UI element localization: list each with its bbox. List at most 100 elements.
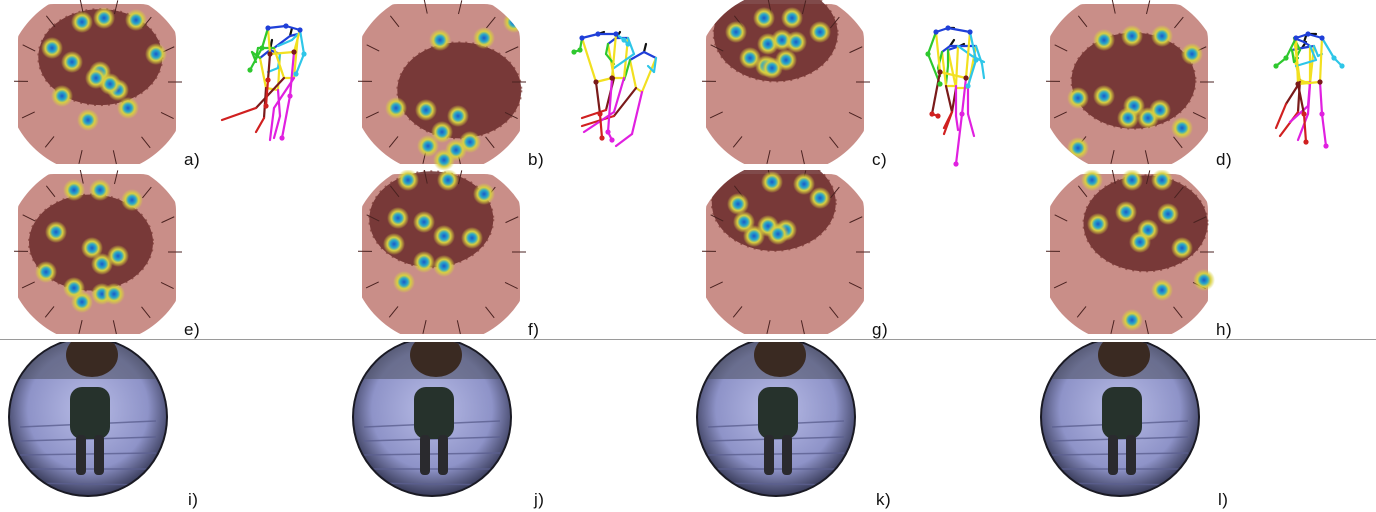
joint-heat-spot [1151,279,1173,301]
joint-heat-spot [503,11,525,33]
joint-heat-spot [51,85,73,107]
skeleton-bone [1294,58,1318,68]
skeleton-bone [288,26,294,38]
skeleton-joint [301,51,307,57]
joint-heat-spot [125,9,147,31]
skeleton-bone [580,32,600,40]
skeleton-bone [248,46,264,72]
panel-k: k) [688,25,1032,512]
skeleton-joint [1303,139,1309,145]
skeleton-bone [1284,36,1298,60]
panel-label: g) [872,320,889,339]
panel-b: b) [344,0,688,170]
joint-heat-spot [727,193,749,215]
joint-heat-spot [387,207,409,229]
skeleton-joint [1283,55,1289,61]
skeleton-bone [630,90,644,136]
skeleton-bone [980,62,986,80]
skeleton-bone [612,76,626,114]
skeleton-joint [599,135,605,141]
skeleton-bone [598,112,604,140]
joint-heat-spot [1171,117,1193,139]
joint-heat-spot [1171,237,1193,259]
skeleton-bone [594,80,602,116]
panel-l: l) [1032,31,1376,512]
heatmap-view [13,170,182,335]
skeleton-bone [220,106,258,122]
joint-heat-spot [107,245,129,267]
joint-heat-spot [743,225,765,247]
joint-heat-spot [767,223,789,245]
skeleton-joint [609,75,615,81]
skeleton-bone [934,30,942,74]
skeleton-bone [1306,80,1312,108]
joint-heat-spot [761,57,783,79]
joint-heat-spot [1129,231,1151,253]
joint-heat-spot [725,21,747,43]
skeleton-bone [960,76,968,116]
skeleton-bone [580,108,608,120]
skeleton-joint [1331,55,1337,61]
skeleton-joint [937,69,943,75]
joint-heat-spot [1151,170,1173,191]
skeleton-joint [1273,63,1279,69]
panel-h: h) [1032,34,1376,340]
joint-heat-spot [103,283,125,305]
skeleton-bone [626,36,636,56]
skeleton-joint [967,29,973,35]
joint-heat-spot [1121,170,1143,191]
skeleton-bone [254,76,286,110]
joint-heat-spot [1117,107,1139,129]
joint-heat-spot [63,179,85,201]
skeleton-bone [266,26,272,56]
skeleton-bone [268,106,276,142]
skeleton-joint [963,75,969,81]
skeleton-bone [612,52,636,70]
panel-label: k) [876,490,892,509]
row-separator [0,339,1376,340]
skeleton-bone [258,48,272,60]
skeleton-joint [597,111,603,117]
skeleton-bone [926,30,938,56]
skeleton-bone [254,116,266,134]
skeleton-bone [272,34,292,50]
skeleton-bone [1302,112,1308,144]
skeleton-figure [247,23,307,141]
panel-label: a) [184,150,201,169]
joint-heat-spot [1115,201,1137,223]
joint-heat-spot [417,135,439,157]
panel-c: c) [688,0,1032,170]
skeleton-bone [944,84,954,114]
joint-heat-spot [433,149,455,170]
panel-label: f) [528,320,540,339]
skeleton-joint [297,27,303,33]
skeleton-bone [610,32,618,80]
skeleton-bone [1320,36,1336,60]
skeleton-joint [1323,143,1329,149]
skeleton-joint [577,47,583,53]
joint-heat-spot [1193,269,1215,291]
skeleton-joint [267,51,273,57]
skeleton-bone [276,88,282,118]
skeleton-joint [595,31,601,37]
skeleton-joint [953,161,959,167]
joint-heat-spot [1093,29,1115,51]
skeleton-bone [594,76,614,84]
joint-heat-spot [71,11,93,33]
skeleton-bone [954,112,964,166]
skeleton-bone [1320,112,1328,148]
skeleton-bone [1288,104,1310,124]
skeleton-bone [640,56,658,94]
joint-heat-spot [45,221,67,243]
skeleton-bone [266,24,288,30]
panel-label: e) [184,320,201,339]
heatmap-view [1045,170,1215,335]
skeleton-joint [265,77,271,83]
joint-heat-spot [1151,25,1173,47]
panel-label: j) [534,490,545,509]
joint-heat-spot [753,7,775,29]
skeleton-joint [279,135,285,141]
joint-heat-spot [1067,87,1089,109]
panel-d: d) [1032,0,1376,170]
skeleton-bone [646,64,656,74]
